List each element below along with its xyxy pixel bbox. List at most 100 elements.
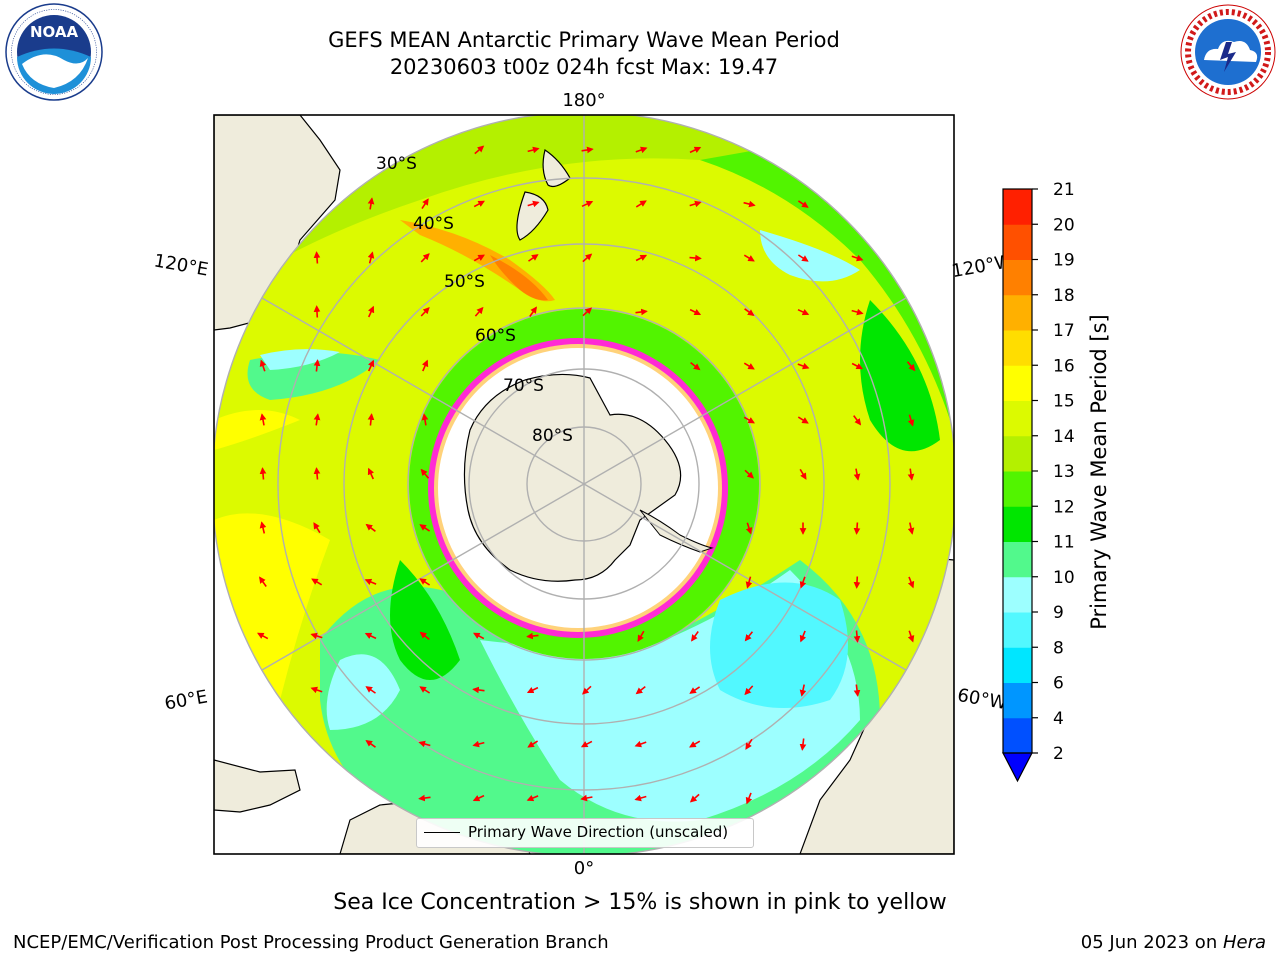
map-frame xyxy=(213,114,955,855)
nws-logo xyxy=(1180,4,1276,100)
wave-direction-arrow xyxy=(310,632,323,640)
wave-direction-arrow xyxy=(635,685,646,695)
colorbar-tick-label: 20 xyxy=(1053,215,1075,235)
colorbar-cell xyxy=(1003,506,1032,542)
lon-label-120e: 120°E xyxy=(152,250,210,280)
wave-direction-arrow xyxy=(745,576,753,589)
wave-direction-arrow xyxy=(313,305,321,318)
wave-direction-arrow xyxy=(259,359,267,372)
wave-direction-arrow xyxy=(691,631,699,642)
wave-direction-arrow xyxy=(744,308,755,316)
wave-direction-arrow xyxy=(743,362,755,370)
wave-direction-arrow xyxy=(907,414,915,427)
wave-direction-arrow xyxy=(853,576,861,589)
colorbar-cell xyxy=(1003,471,1032,507)
legend-label: Primary Wave Direction (unscaled) xyxy=(468,823,729,841)
wave-direction-arrow xyxy=(637,630,645,642)
colorbar-tick-label: 8 xyxy=(1053,638,1064,658)
wave-direction-arrow xyxy=(367,359,375,372)
wave-direction-arrow xyxy=(743,254,755,262)
wave-direction-arrow xyxy=(853,468,861,481)
wave-direction-arrow xyxy=(907,522,915,535)
wave-direction-arrow xyxy=(259,413,267,426)
wave-direction-arrow xyxy=(420,307,430,317)
wave-direction-arrow xyxy=(526,794,539,802)
wave-direction-arrow xyxy=(634,740,647,748)
wave-direction-arrow xyxy=(365,686,376,694)
wave-direction-arrow xyxy=(797,200,809,208)
latitude-labels: 30°S 40°S 50°S 60°S 70°S 80°S xyxy=(376,154,573,446)
colorbar-cell xyxy=(1003,717,1032,754)
wave-direction-arrow xyxy=(420,468,430,479)
lon-label-0: 0° xyxy=(574,858,594,879)
colorbar-cell xyxy=(1003,612,1032,648)
new-zealand xyxy=(516,149,571,241)
colorbar-cell xyxy=(1003,435,1032,472)
lat-label-30s: 30°S xyxy=(376,154,417,174)
footer-date-text: 05 Jun 2023 on xyxy=(1080,932,1223,953)
wave-direction-arrow xyxy=(635,254,648,262)
wave-direction-arrow xyxy=(419,631,430,641)
wave-direction-arrow xyxy=(313,522,321,534)
wave-direction-arrow xyxy=(853,522,861,535)
colorbar-label: Primary Wave Mean Period [s] xyxy=(1087,314,1111,630)
wave-direction-arrow xyxy=(259,521,267,534)
colorbar-tick-label: 12 xyxy=(1053,497,1075,517)
legend-line-swatch xyxy=(424,832,460,833)
wave-direction-arrow xyxy=(313,467,321,480)
wave-direction-arrow xyxy=(851,254,864,262)
noaa-logo: NOAA xyxy=(5,3,103,101)
wave-direction-arrow xyxy=(689,740,701,748)
wave-direction-arrow xyxy=(365,740,376,748)
wave-direction-arrow xyxy=(473,254,485,262)
colorbar-under-arrow xyxy=(1002,752,1033,783)
wave-direction-arrow xyxy=(744,685,754,696)
colorbar-tick-label: 6 xyxy=(1053,674,1064,694)
colorbar-cell xyxy=(1003,330,1032,366)
map-title: GEFS MEAN Antarctic Primary Wave Mean Pe… xyxy=(328,28,840,52)
wave-direction-arrow xyxy=(580,794,593,802)
wave-direction-arrow xyxy=(367,251,375,264)
wave-direction-arrow xyxy=(907,468,915,481)
wave-direction-arrow xyxy=(418,740,431,748)
wave-direction-arrow xyxy=(582,307,593,317)
colorbar-tick-label: 13 xyxy=(1053,462,1075,482)
wave-direction-arrow xyxy=(259,576,267,587)
colorbar-cell xyxy=(1003,189,1032,225)
wave-direction-arrow xyxy=(853,415,862,426)
wave-direction-arrow xyxy=(313,359,321,372)
lon-label-180: 180° xyxy=(562,90,605,111)
wave-direction-arrow xyxy=(799,468,807,480)
colorbar-cells xyxy=(1003,189,1032,754)
wave-direction-arrow xyxy=(472,740,485,748)
wave-direction-arrow xyxy=(689,146,702,154)
wave-direction-arrow xyxy=(853,630,861,643)
wave-direction-arrow xyxy=(419,524,431,532)
wave-direction-arrow xyxy=(907,576,915,589)
wave-direction-arrow xyxy=(851,362,864,370)
colorbar-tick-label: 10 xyxy=(1053,568,1075,588)
colorbar-tick-label: 16 xyxy=(1053,356,1075,376)
colorbar-cell xyxy=(1003,576,1032,613)
wave-direction-arrow xyxy=(634,794,647,802)
colorbar-tick-label: 19 xyxy=(1053,251,1075,271)
colorbar-cell xyxy=(1003,365,1032,401)
lat-label-70s: 70°S xyxy=(503,376,544,396)
wave-direction-arrow xyxy=(853,684,861,697)
wave-direction-arrow xyxy=(743,200,756,208)
wave-direction-arrow xyxy=(529,306,537,317)
colorbar-tick-label: 2 xyxy=(1053,744,1064,764)
colorbar-cell xyxy=(1003,541,1032,578)
wave-direction-arrow xyxy=(689,686,701,694)
wave-direction-arrow xyxy=(257,632,269,640)
wave-direction-arrow xyxy=(581,200,594,208)
colorbar-cell xyxy=(1003,294,1032,331)
colorbar-cell xyxy=(1003,259,1032,296)
footer-host: Hera xyxy=(1222,932,1266,953)
wave-direction-arrow xyxy=(745,738,753,750)
svg-text:NOAA: NOAA xyxy=(30,23,79,41)
wave-direction-arrow xyxy=(367,413,375,426)
wave-direction-arrow xyxy=(367,305,375,318)
colorbar-tick-label: 9 xyxy=(1053,603,1064,623)
wave-direction-arrow xyxy=(581,146,594,154)
